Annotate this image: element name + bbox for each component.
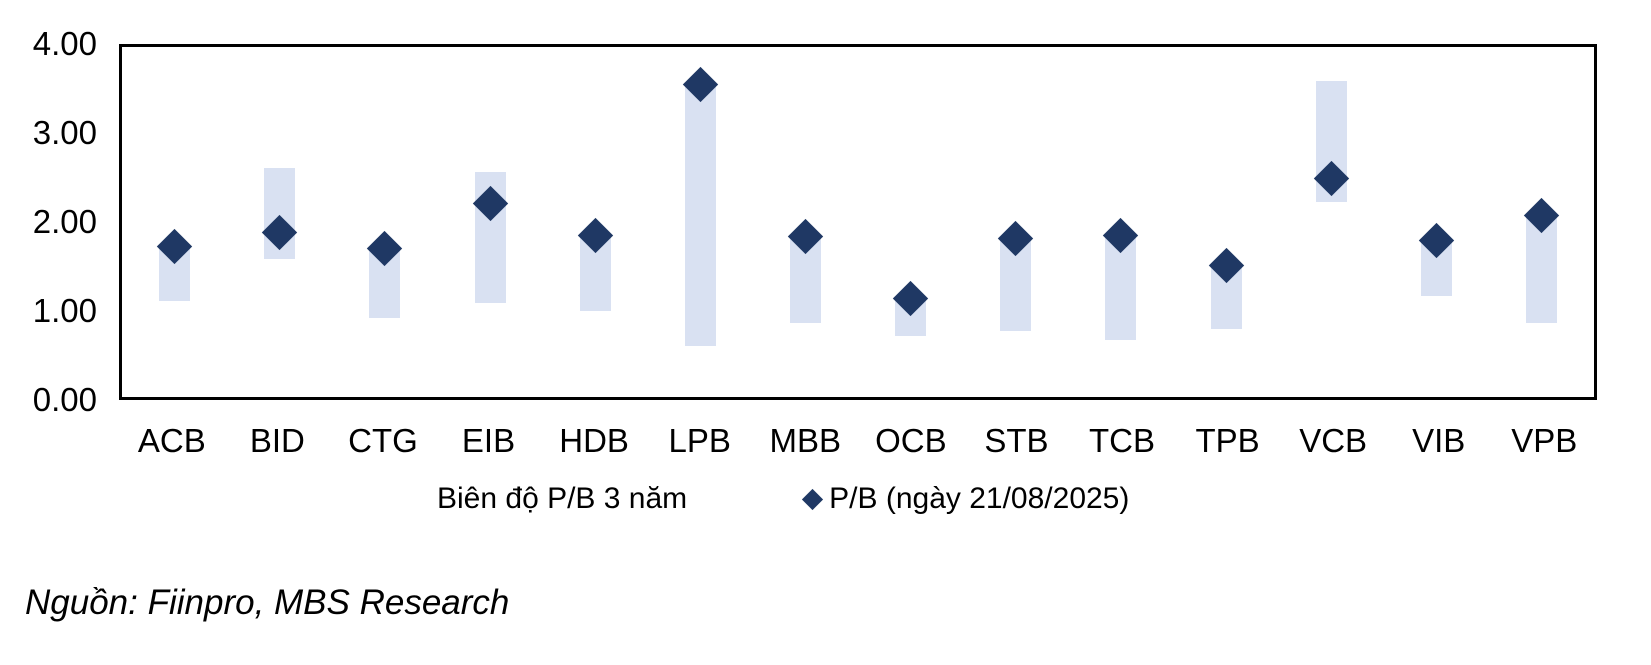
x-tick-label-ocb: OCB [875,422,947,459]
y-tick-label: 0.00 [32,381,97,418]
x-tick-label-lpb: LPB [668,422,731,459]
x-tick-label-mbb: MBB [769,422,842,459]
x-tick-label-acb: ACB [137,422,206,459]
legend-pb-diamond-icon [802,488,824,510]
x-tick-label-vpb: VPB [1511,422,1578,459]
x-tick-label-tcb: TCB [1088,422,1155,459]
plot-area [119,44,1597,400]
legend-item-range: Biên độ P/B 3 năm [437,482,687,516]
x-tick-label-vib: VIB [1412,422,1466,459]
y-tick-label: 4.00 [32,25,97,62]
x-tick-label-ctg: CTG [348,422,418,459]
x-tick-label-tpb: TPB [1195,422,1260,459]
x-tick-label-bid: BID [249,422,305,459]
x-tick-label-stb: STB [984,422,1049,459]
source-note: Nguồn: Fiinpro, MBS Research [25,583,510,622]
range-bar-lpb [684,84,716,347]
legend-item-pb: P/B (ngày 21/08/2025) [802,482,1130,516]
range-bar-vpb [1525,215,1557,323]
x-axis-labels: ACB BID CTG EIB HDB LPB MBB OCB STB TCB TPB VCB VIB V… [119,418,1597,464]
x-tick-label-vcb: VCB [1299,422,1368,459]
legend-pb-label: P/B (ngày 21/08/2025) [829,482,1130,515]
y-tick-label: 2.00 [32,203,97,240]
chart-legend: Biên độ P/B 3 năm P/B (ngày 21/08/2025) [437,482,1129,516]
y-tick-label: 1.00 [32,292,97,329]
y-tick-label: 3.00 [32,114,97,151]
x-tick-label-eib: EIB [461,422,516,459]
x-tick-label-hdb: HDB [559,422,629,459]
legend-range-label: Biên độ P/B 3 năm [437,482,688,515]
